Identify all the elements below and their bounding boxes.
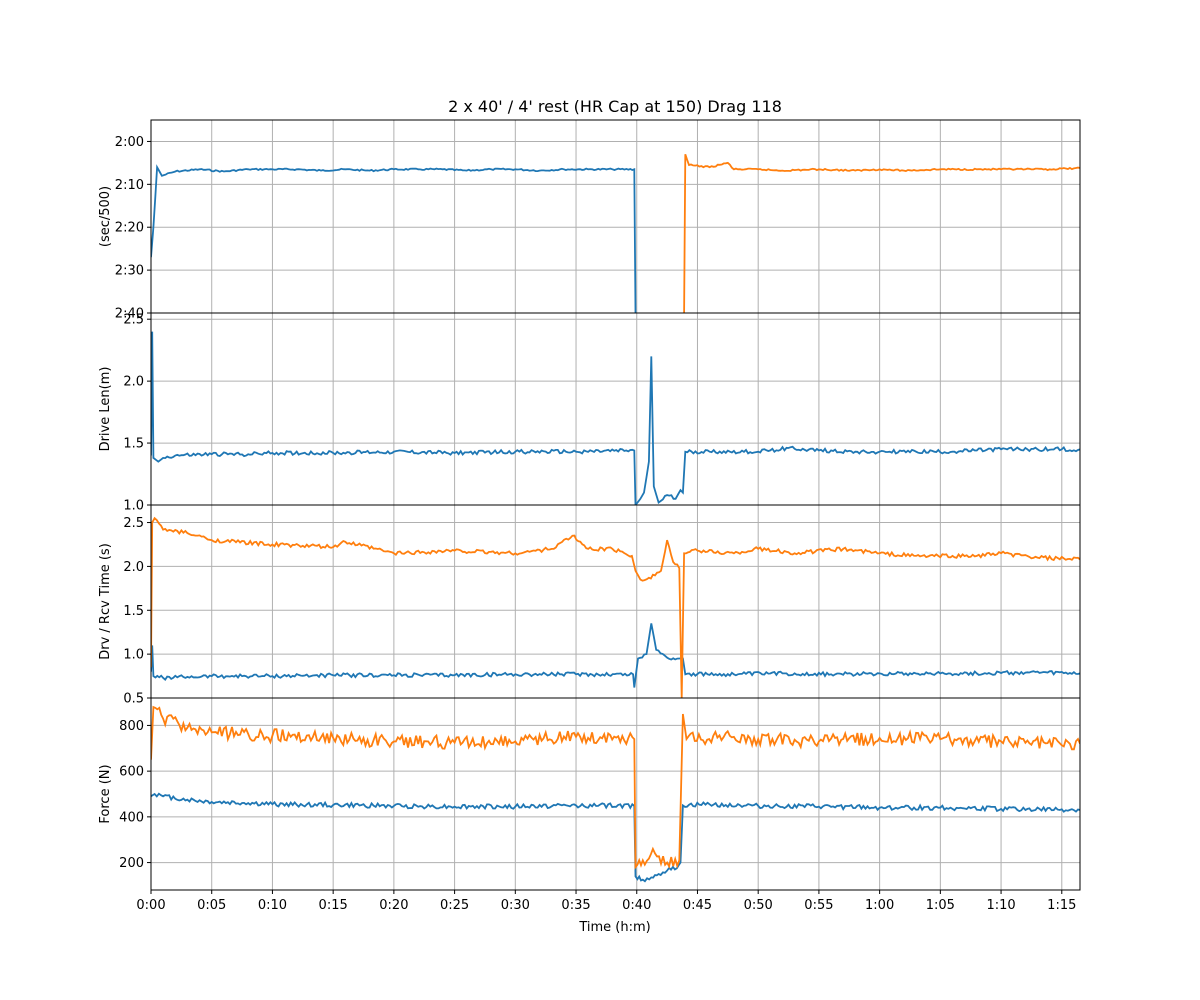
y-tick-label: 1.5 xyxy=(123,604,144,619)
y-tick-label: 2:10 xyxy=(115,178,144,193)
x-tick-label: 1:10 xyxy=(986,898,1015,913)
panel-2: 1.0 1.5 2.0 2.5 Drive Len(m) xyxy=(98,312,1081,514)
series-line-1 xyxy=(151,164,637,313)
y-axis-label: (sec/500) xyxy=(98,186,113,247)
panel-3: 0.5 1.0 1.5 2.0 2.5 Drv / Rcv Time (s) xyxy=(98,504,1081,707)
y-tick-label: 1.5 xyxy=(123,437,144,452)
x-tick-label: 0:50 xyxy=(744,898,773,913)
series-line-2 xyxy=(151,516,1080,698)
series-line-1 xyxy=(151,331,1080,505)
x-tick-label: 0:05 xyxy=(197,898,226,913)
x-tick-label: 0:10 xyxy=(258,898,287,913)
x-tick-label: 0:40 xyxy=(622,898,651,913)
panel-1: 2:00 2:10 2:20 2:30 2:40 (sec/500) xyxy=(98,119,1081,322)
x-tick-label: 0:00 xyxy=(136,898,165,913)
chart-title: 2 x 40' / 4' rest (HR Cap at 150) Drag 1… xyxy=(448,97,782,116)
x-tick-label: 0:35 xyxy=(561,898,590,913)
x-tick-label: 1:15 xyxy=(1047,898,1076,913)
y-tick-label: 400 xyxy=(119,810,144,825)
y-axis-label: Force (N) xyxy=(98,764,113,823)
x-tick-label: 0:20 xyxy=(379,898,408,913)
panel-frame xyxy=(150,697,1081,891)
y-tick-label: 2:30 xyxy=(115,264,144,279)
y-tick-label: 2.5 xyxy=(123,516,144,531)
x-tick-label: 0:15 xyxy=(319,898,348,913)
x-tick-label: 0:45 xyxy=(683,898,712,913)
x-tick-label: 0:30 xyxy=(501,898,530,913)
y-tick-label: 2:00 xyxy=(115,135,144,150)
series-line-1 xyxy=(151,623,1080,688)
y-tick-label: 2.0 xyxy=(123,375,144,390)
y-tick-label: 600 xyxy=(119,765,144,780)
y-tick-label: 2.0 xyxy=(123,560,144,575)
series-line-1 xyxy=(151,792,1080,883)
series-line-2 xyxy=(151,705,1080,870)
x-tick-label: 0:25 xyxy=(440,898,469,913)
y-tick-label: 2:40 xyxy=(115,307,144,322)
y-axis-label: Drv / Rcv Time (s) xyxy=(98,543,113,660)
y-tick-label: 800 xyxy=(119,719,144,734)
y-tick-label: 2:20 xyxy=(115,221,144,236)
x-tick-label: 1:05 xyxy=(926,898,955,913)
panel-4: 200 400 600 800 Force (N) xyxy=(98,697,1081,891)
y-tick-label: 200 xyxy=(119,856,144,871)
series-line-2 xyxy=(683,154,1080,313)
panels: 2:00 2:10 2:20 2:30 2:40 (sec/500) 1.0 1.5 2.0 2.… xyxy=(98,119,1081,913)
y-tick-label: 1.0 xyxy=(123,648,144,663)
y-tick-label: 2.5 xyxy=(123,313,144,328)
x-tick-label: 0:55 xyxy=(804,898,833,913)
x-tick-label: 1:00 xyxy=(865,898,894,913)
y-tick-label: 0.5 xyxy=(123,692,144,707)
y-axis-label: Drive Len(m) xyxy=(98,367,113,452)
y-tick-label: 1.0 xyxy=(123,499,144,514)
x-axis-label: Time (h:m) xyxy=(578,920,650,935)
